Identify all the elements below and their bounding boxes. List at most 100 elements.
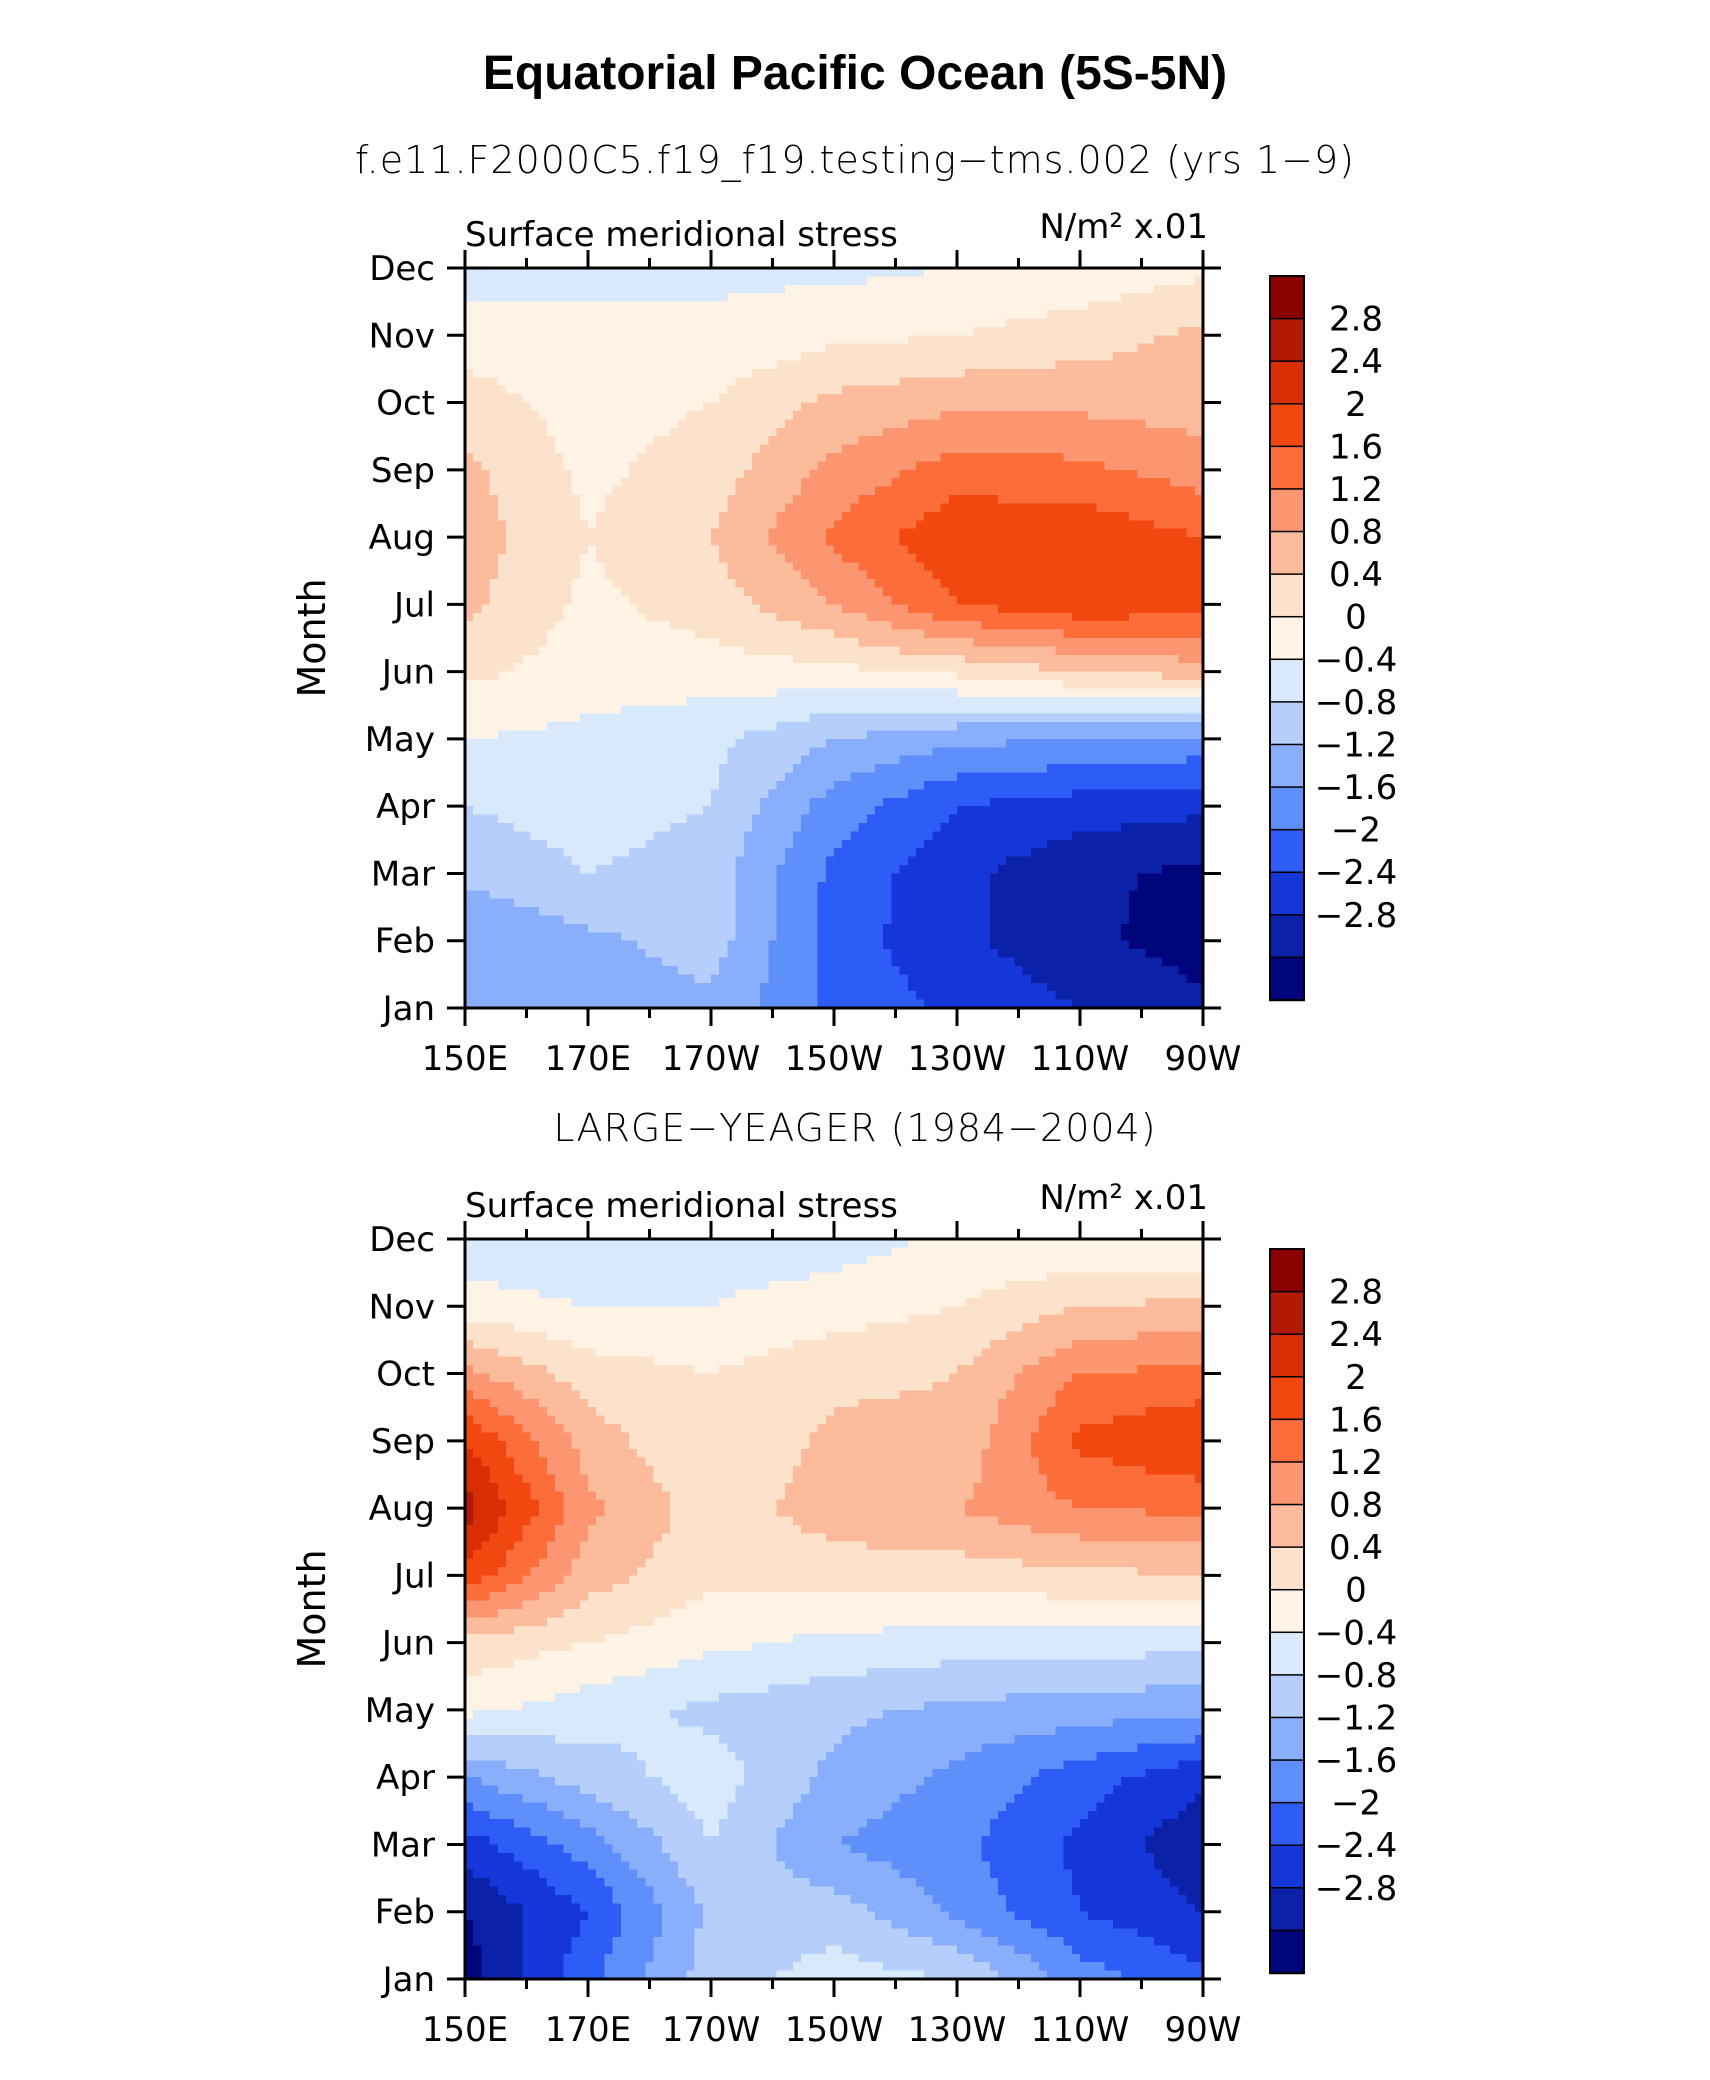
heatmap-cell: [998, 360, 1007, 370]
heatmap-cell: [916, 654, 925, 664]
heatmap-cell: [752, 478, 761, 488]
heatmap-cell: [735, 503, 745, 513]
heatmap-cell: [555, 612, 564, 622]
heatmap-cell: [866, 427, 876, 437]
heatmap-cell: [1071, 503, 1081, 513]
heatmap-cell: [768, 587, 778, 597]
heatmap-cell: [465, 343, 474, 353]
heatmap-cell: [1194, 419, 1204, 429]
heatmap-cell: [842, 612, 851, 622]
heatmap-cell: [1194, 511, 1204, 521]
heatmap-cell: [497, 268, 507, 278]
heatmap-cell: [555, 402, 564, 412]
heatmap-cell: [596, 293, 605, 303]
heatmap-cell: [530, 436, 540, 446]
heatmap-cell: [1162, 385, 1171, 395]
heatmap-cell: [555, 335, 564, 345]
heatmap-cell: [612, 537, 622, 547]
heatmap-cell: [834, 579, 843, 589]
heatmap-cell: [530, 696, 540, 706]
heatmap-cell: [760, 570, 769, 580]
heatmap-cell: [825, 284, 835, 294]
heatmap-cell: [1153, 276, 1163, 286]
heatmap-cell: [989, 276, 999, 286]
heatmap-cell: [883, 537, 892, 547]
heatmap-cell: [620, 461, 630, 471]
heatmap-cell: [711, 360, 720, 370]
heatmap-cell: [924, 553, 933, 563]
heatmap-cell: [850, 427, 860, 437]
heatmap-cell: [506, 638, 515, 648]
heatmap-cell: [891, 276, 901, 286]
heatmap-cell: [481, 360, 491, 370]
heatmap-cell: [620, 537, 630, 547]
heatmap-cell: [776, 268, 786, 278]
heatmap-cell: [973, 453, 983, 463]
heatmap-cell: [620, 545, 630, 555]
heatmap-cell: [719, 663, 728, 673]
heatmap-cell: [866, 553, 876, 563]
heatmap-cell: [842, 520, 851, 530]
heatmap-cell: [1186, 680, 1196, 690]
heatmap-cell: [940, 410, 950, 420]
heatmap-cell: [817, 520, 827, 530]
heatmap-cell: [965, 629, 974, 639]
heatmap-cell: [735, 444, 745, 454]
heatmap-cell: [735, 394, 745, 404]
heatmap-cell: [1137, 587, 1147, 597]
heatmap-cell: [1063, 352, 1073, 362]
heatmap-cell: [899, 688, 909, 698]
heatmap-cell: [530, 410, 540, 420]
heatmap-cell: [473, 537, 482, 547]
heatmap-cell: [1080, 461, 1089, 471]
heatmap-cell: [776, 469, 786, 479]
heatmap-cell: [1039, 688, 1048, 698]
heatmap-cell: [1022, 663, 1032, 673]
heatmap-cell: [957, 553, 966, 563]
heatmap-cell: [998, 385, 1007, 395]
heatmap-cell: [604, 638, 614, 648]
heatmap-cell: [661, 335, 671, 345]
heatmap-cell: [1104, 335, 1114, 345]
heatmap-cell: [825, 646, 835, 656]
heatmap-cell: [957, 478, 966, 488]
heatmap-cell: [711, 276, 720, 286]
heatmap-cell: [875, 318, 884, 328]
heatmap-cell: [1137, 595, 1147, 605]
heatmap-cell: [891, 722, 901, 732]
heatmap-cell: [645, 402, 655, 412]
heatmap-cell: [547, 671, 556, 681]
heatmap-cell: [809, 402, 819, 412]
heatmap-cell: [948, 495, 958, 505]
heatmap-cell: [760, 385, 769, 395]
heatmap-cell: [481, 284, 491, 294]
heatmap-cell: [957, 562, 966, 572]
heatmap-cell: [661, 722, 671, 732]
heatmap-cell: [817, 326, 827, 336]
heatmap-cell: [1129, 419, 1138, 429]
heatmap-cell: [1112, 436, 1122, 446]
heatmap-cell: [735, 638, 745, 648]
heatmap-cell: [1170, 638, 1179, 648]
heatmap-cell: [497, 478, 507, 488]
heatmap-cell: [1022, 511, 1032, 521]
heatmap-cell: [1055, 486, 1065, 496]
heatmap-cell: [875, 570, 884, 580]
heatmap-cell: [1039, 680, 1048, 690]
heatmap-cell: [1063, 461, 1073, 471]
heatmap-cell: [1186, 318, 1196, 328]
heatmap-cell: [932, 520, 942, 530]
heatmap-cell: [1145, 722, 1155, 732]
heatmap-cell: [473, 621, 482, 631]
heatmap-cell: [489, 343, 499, 353]
heatmap-cell: [981, 553, 991, 563]
heatmap-cell: [858, 604, 868, 614]
heatmap-cell: [875, 352, 884, 362]
heatmap-cell: [940, 486, 950, 496]
heatmap-cell: [850, 394, 860, 404]
heatmap-cell: [809, 335, 819, 345]
heatmap-cell: [809, 461, 819, 471]
heatmap-cell: [1006, 461, 1015, 471]
heatmap-cell: [784, 453, 794, 463]
heatmap-cell: [702, 469, 712, 479]
